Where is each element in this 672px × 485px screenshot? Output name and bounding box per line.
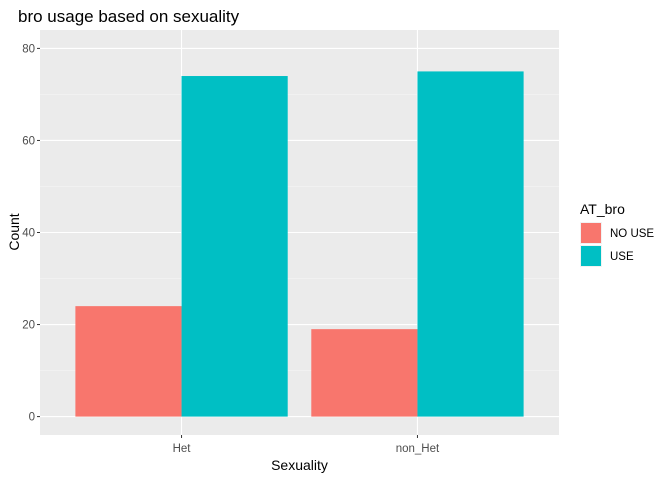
x-tick-label: Het — [173, 443, 192, 455]
y-axis-ticks: 0 20 40 60 80 — [22, 43, 40, 424]
legend-label: USE — [610, 251, 634, 263]
legend-label: NO USE — [610, 228, 654, 240]
bar-het-use — [181, 76, 288, 417]
bar-non-het-no-use — [311, 329, 418, 417]
x-tick-label: non_Het — [396, 443, 440, 455]
x-axis-title: Sexuality — [271, 457, 328, 473]
y-tick-label: 20 — [22, 320, 35, 332]
legend-key-swatch — [581, 223, 601, 243]
y-tick-label: 80 — [22, 43, 35, 55]
x-axis-ticks: Het non_Het — [173, 435, 440, 455]
chart-title: bro usage based on sexuality — [18, 7, 240, 26]
y-axis-title: Count — [6, 213, 22, 250]
y-tick-label: 0 — [29, 412, 35, 424]
y-tick-label: 60 — [22, 135, 35, 147]
legend: AT_bro NO USE USE — [580, 201, 654, 267]
bars — [75, 71, 524, 417]
legend-title: AT_bro — [580, 201, 625, 217]
y-tick-label: 40 — [22, 228, 35, 240]
bar-het-no-use — [75, 306, 182, 417]
legend-key-swatch — [581, 246, 601, 266]
bar-non-het-use — [417, 71, 524, 417]
